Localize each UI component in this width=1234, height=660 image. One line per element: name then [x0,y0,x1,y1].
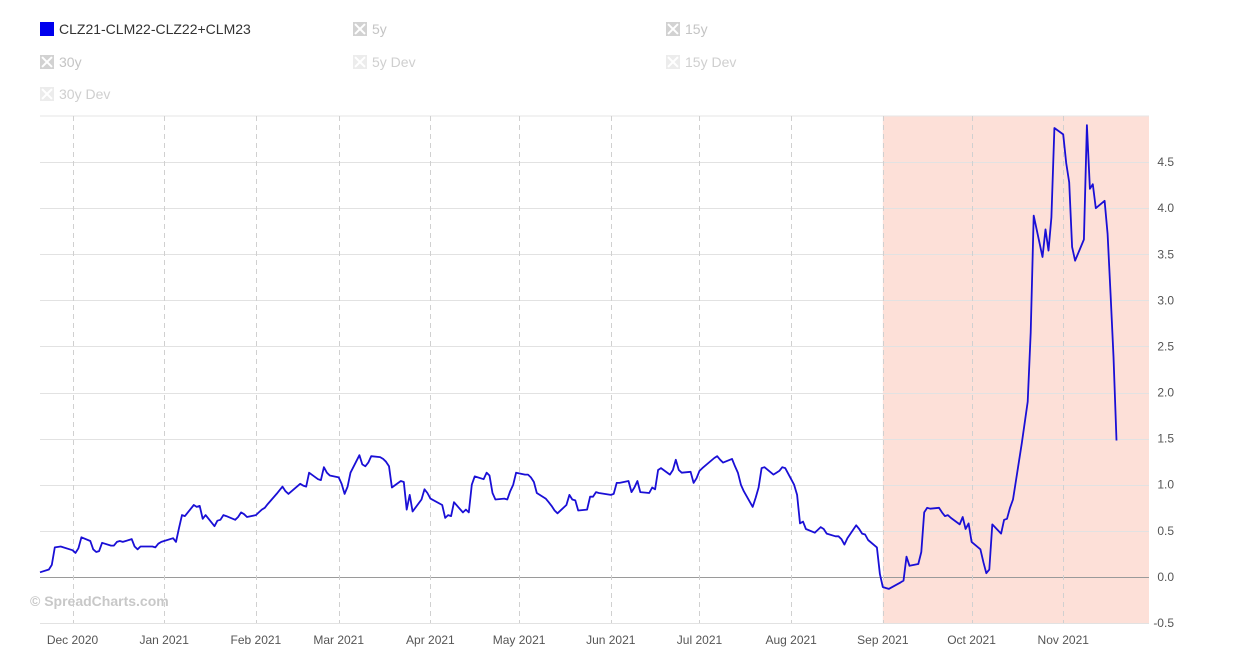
x-tick-label: Mar 2021 [313,633,364,647]
legend-label: CLZ21-CLM22-CLZ22+CLM23 [59,21,251,37]
x-tick-label: May 2021 [493,633,546,647]
hidden-series-x-icon [40,55,54,69]
legend-label: 15y Dev [685,54,737,70]
legend-label: 15y [685,21,708,37]
y-tick-label: 2.0 [1157,386,1174,400]
x-tick-label: Sep 2021 [857,633,909,647]
y-tick-label: 0.5 [1157,524,1174,538]
hidden-series-x-icon [40,87,54,101]
y-tick-label: 1.5 [1157,432,1174,446]
x-tick-label: Nov 2021 [1038,633,1090,647]
legend-item-30y-dev[interactable]: 30y Dev [40,86,110,102]
x-tick-label: Jul 2021 [677,633,723,647]
highlight-band [882,116,1149,623]
y-tick-label: 4.5 [1157,155,1174,169]
legend-item-15y[interactable]: 15y [666,21,708,37]
legend-label: 5y [372,21,387,37]
x-tick-label: Jan 2021 [140,633,190,647]
x-tick-label: Oct 2021 [947,633,996,647]
x-tick-label: Apr 2021 [406,633,455,647]
legend-item-15y-dev[interactable]: 15y Dev [666,54,736,70]
y-tick-label: 1.0 [1157,478,1174,492]
hidden-series-x-icon [353,22,367,36]
hidden-series-x-icon [666,22,680,36]
hidden-series-x-icon [353,55,367,69]
x-tick-label: Dec 2020 [47,633,99,647]
x-tick-label: Jun 2021 [586,633,636,647]
y-tick-label: 3.5 [1157,247,1174,261]
legend-item-main-series[interactable]: CLZ21-CLM22-CLZ22+CLM23 [40,21,251,37]
x-tick-label: Feb 2021 [231,633,282,647]
legend-label: 5y Dev [372,54,416,70]
y-tick-label: -0.5 [1153,616,1174,630]
legend-item-5y[interactable]: 5y [353,21,387,37]
y-tick-label: 2.5 [1157,339,1174,353]
legend-label: 30y [59,54,82,70]
hidden-series-x-icon [666,55,680,69]
x-tick-label: Aug 2021 [765,633,817,647]
y-tick-label: 4.0 [1157,201,1174,215]
series-line [39,124,1118,590]
series-color-swatch [40,22,54,36]
legend-item-30y[interactable]: 30y [40,54,82,70]
watermark: © SpreadCharts.com [30,593,169,609]
y-tick-label: 0.0 [1157,570,1174,584]
legend-item-5y-dev[interactable]: 5y Dev [353,54,416,70]
legend-label: 30y Dev [59,86,111,102]
y-tick-label: 3.0 [1157,293,1174,307]
